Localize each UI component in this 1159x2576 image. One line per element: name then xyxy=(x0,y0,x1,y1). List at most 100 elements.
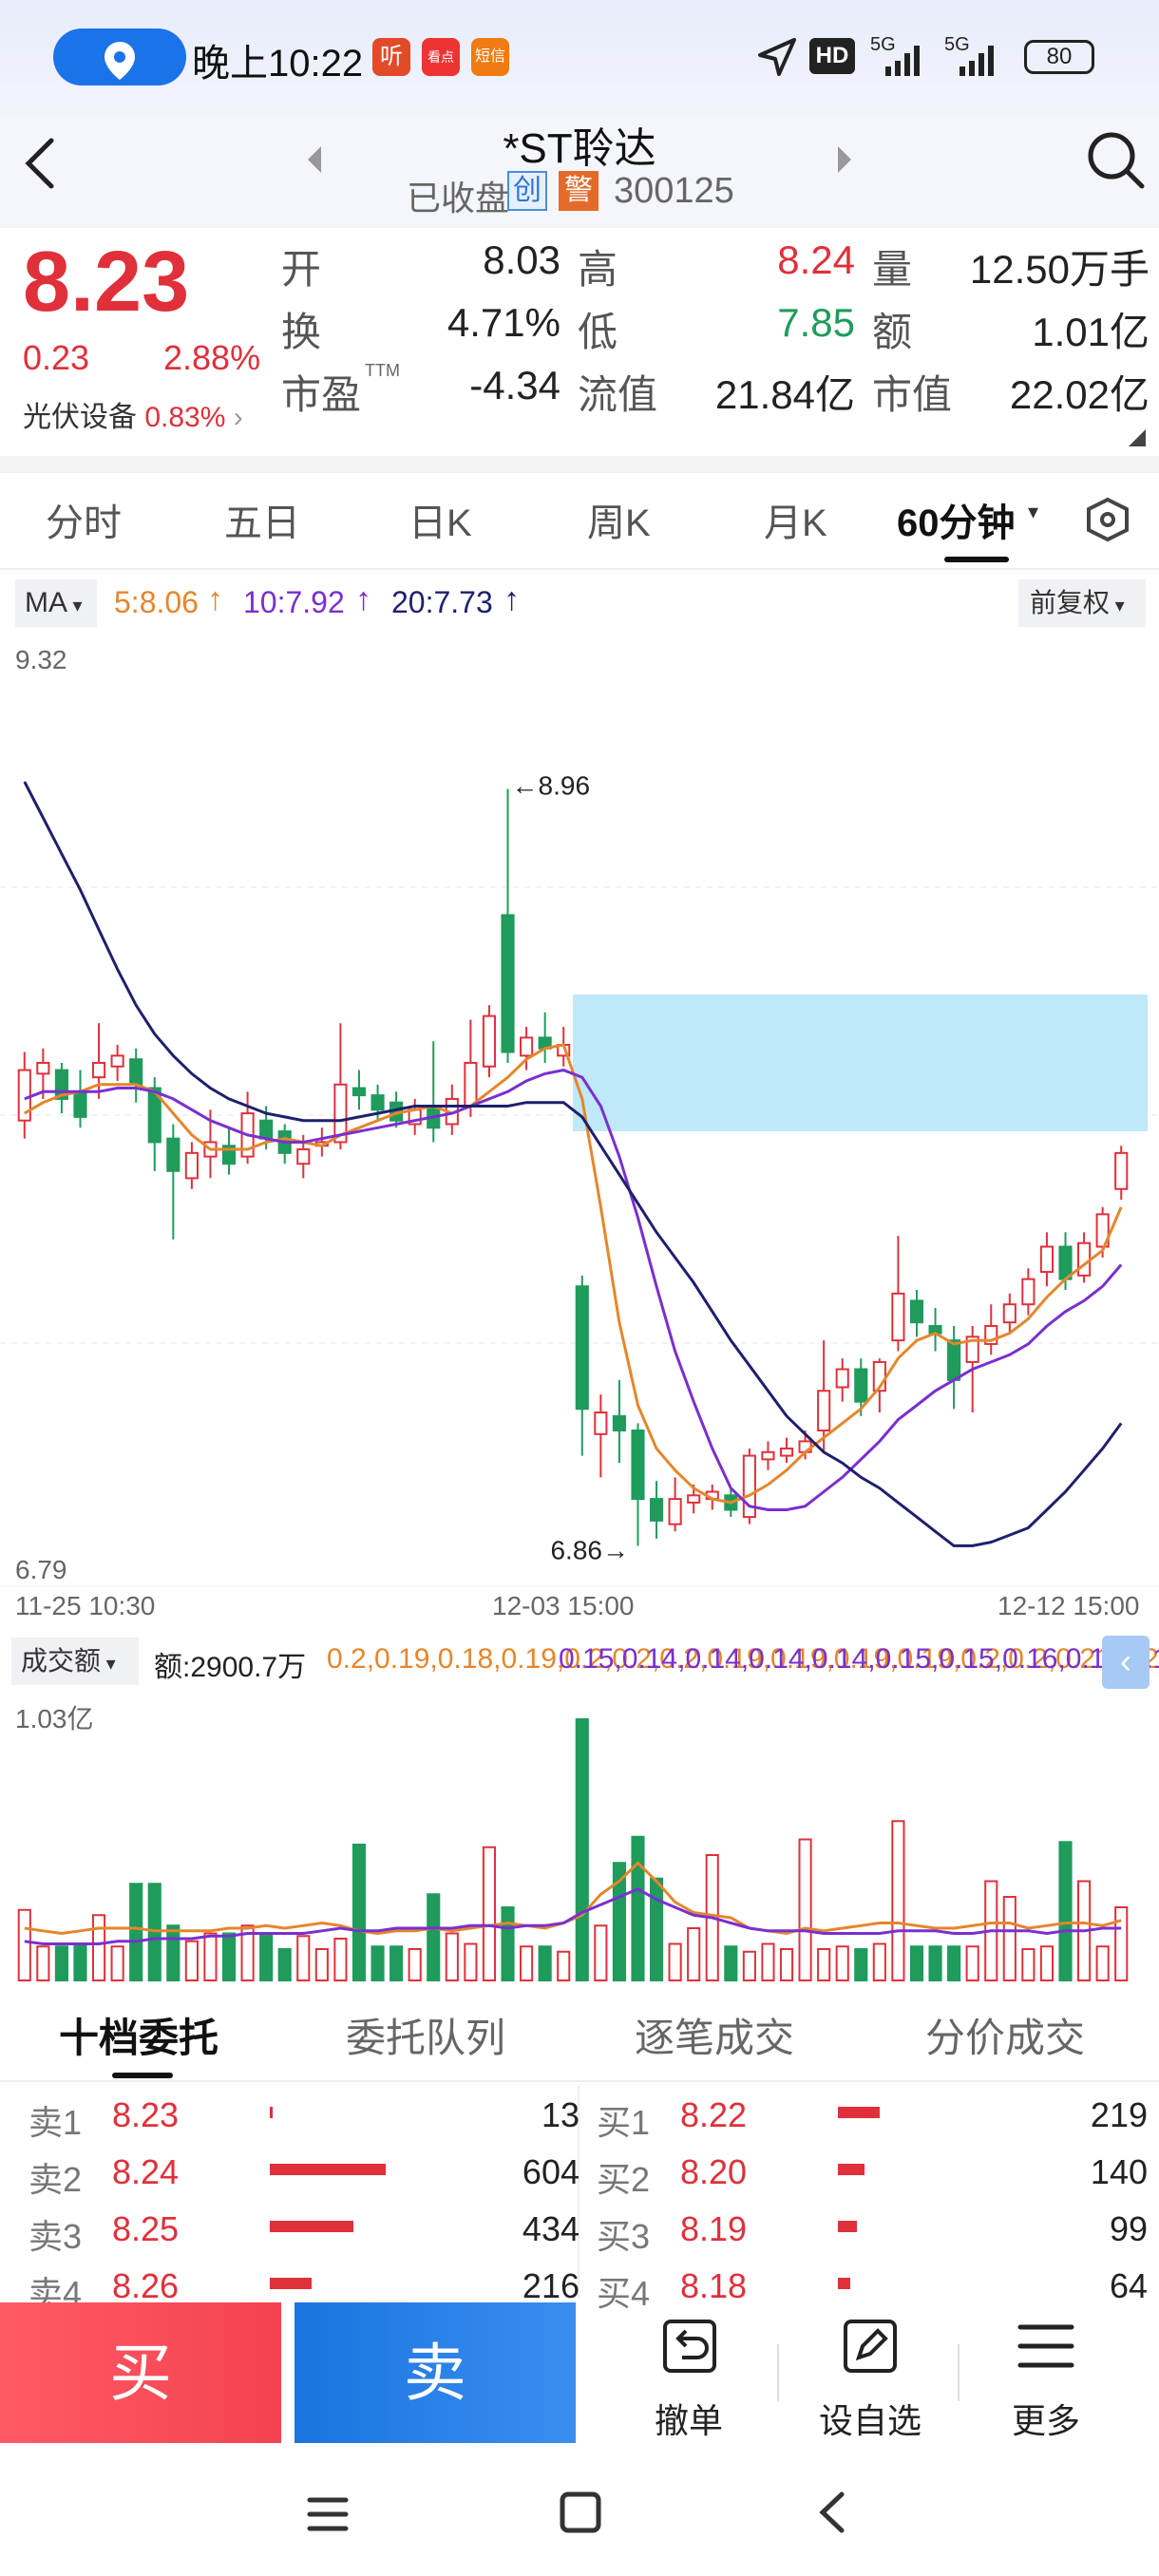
buy-volume-bar xyxy=(838,2221,857,2232)
volume-bar xyxy=(445,1932,459,1981)
volume-bar xyxy=(909,1945,924,1981)
ma10-up-arrow-icon: ↑ xyxy=(355,581,371,617)
ma20-up-arrow-icon: ↑ xyxy=(504,581,520,617)
volume-bar xyxy=(817,1948,831,1981)
candle xyxy=(1039,1232,1054,1287)
home-icon[interactable] xyxy=(557,2489,604,2536)
signal-icon-1 xyxy=(885,46,920,76)
sell-button[interactable]: 卖 xyxy=(294,2302,576,2443)
volume-bar xyxy=(520,1945,534,1981)
stock-header: *ST聆达 已收盘 创 警 300125 xyxy=(0,114,1159,228)
volume-ma5: 0.2,0.19,0.18,0.19,0.2,0.2,0.2,0.19,0.19… xyxy=(327,1643,1159,1675)
volume-bar xyxy=(482,1846,497,1981)
candle xyxy=(54,1062,68,1114)
buy-row-1: 买2 8.20 140 xyxy=(597,2143,1157,2200)
ma10-value: 10:7.92 xyxy=(243,585,345,619)
tab-5[interactable]: 60分钟 xyxy=(897,502,1016,544)
candle xyxy=(947,1325,961,1410)
edit-icon xyxy=(844,2320,897,2373)
sell-label: 卖2 xyxy=(28,2160,83,2199)
add-watchlist-button[interactable]: 设自选 xyxy=(785,2318,956,2441)
candle xyxy=(1114,1146,1129,1201)
candle-body xyxy=(1114,1151,1129,1190)
indicator-select[interactable]: MA ▾ xyxy=(15,579,97,627)
buy-label: 买3 xyxy=(597,2217,651,2256)
tab-0[interactable]: 分时 xyxy=(46,502,122,544)
tab-3[interactable]: 周K xyxy=(587,502,651,544)
buy-button[interactable]: 买 xyxy=(0,2302,281,2443)
candle-body xyxy=(296,1148,311,1165)
candlestick-chart[interactable]: 9.32 6.79 ←8.96 6.86→ 11-25 10:30 12-03 15:00… xyxy=(0,638,1159,1626)
quote-value-0-3: 12.50万手 xyxy=(969,247,1150,292)
recents-icon[interactable] xyxy=(304,2491,352,2538)
volume-bar xyxy=(73,1942,87,1981)
sell-volume-bar xyxy=(270,2278,312,2289)
high-price-marker: ←8.96 xyxy=(512,771,591,801)
candle xyxy=(1021,1268,1036,1316)
orderbook-tab-1[interactable]: 委托队列 xyxy=(346,2016,506,2060)
candle xyxy=(333,1023,348,1150)
volume-bar xyxy=(612,1862,626,1981)
cancel-order-button[interactable]: 撤单 xyxy=(608,2318,770,2441)
cancel-order-label: 撤单 xyxy=(654,2401,723,2440)
candle-body xyxy=(184,1151,199,1180)
volume-bar xyxy=(110,1945,124,1981)
adjust-select[interactable]: 前复权 ▾ xyxy=(1018,579,1146,627)
stock-code: 300125 xyxy=(614,171,734,211)
orderbook-tab-2[interactable]: 逐笔成交 xyxy=(635,2016,795,2060)
volume-bar xyxy=(184,1940,199,1981)
volume-bar xyxy=(296,1935,311,1981)
buy-label: 买1 xyxy=(597,2103,651,2142)
candle xyxy=(742,1448,756,1525)
volume-bar xyxy=(928,1945,942,1981)
orderbook-tab-0[interactable]: 十档委托 xyxy=(59,2016,219,2060)
volume-bar xyxy=(1058,1841,1073,1981)
volume-chart[interactable] xyxy=(0,1691,1159,1985)
x-label-end: 12-12 15:00 xyxy=(998,1591,1139,1620)
sector-link[interactable]: 光伏设备 0.83% › xyxy=(23,393,243,435)
volume-ma5-line xyxy=(24,1861,1122,1936)
tab-dropdown-icon[interactable]: ▾ xyxy=(1028,500,1039,523)
back-icon[interactable] xyxy=(17,133,65,190)
tab-2[interactable]: 日K xyxy=(408,502,472,544)
volume-max-label: 1.03亿 xyxy=(15,1704,94,1733)
more-button[interactable]: 更多 xyxy=(965,2318,1127,2441)
tab-4[interactable]: 月K xyxy=(764,502,827,544)
candle-body xyxy=(259,1119,274,1140)
volume-bar xyxy=(575,1718,589,1981)
expand-corner-icon[interactable] xyxy=(1127,427,1148,448)
stock-title: *ST聆达 xyxy=(503,125,656,172)
divider xyxy=(0,456,1159,473)
next-stock-icon[interactable] xyxy=(830,141,859,179)
orderbook-tab-3[interactable]: 分价成交 xyxy=(925,2016,1086,2060)
volume-bar xyxy=(538,1945,552,1981)
chart-settings-icon[interactable] xyxy=(1081,496,1134,543)
candle xyxy=(408,1098,422,1135)
sell-volume-bar xyxy=(270,2221,353,2232)
volume-indicator-select[interactable]: 成交额 ▾ xyxy=(11,1638,139,1685)
navigation-arrow-icon xyxy=(758,38,796,76)
y-min-label: 6.79 xyxy=(15,1555,67,1584)
candle xyxy=(575,1275,589,1456)
back-nav-icon[interactable] xyxy=(809,2489,857,2536)
search-icon[interactable] xyxy=(1083,127,1150,194)
sell-volume-bar xyxy=(270,2107,273,2118)
volume-bar xyxy=(649,1877,664,1981)
collapse-panel-icon[interactable]: ‹ xyxy=(1102,1636,1150,1689)
candle xyxy=(631,1423,645,1546)
quote-value-1-2: 7.85 xyxy=(777,300,855,345)
sell-label: 卖1 xyxy=(28,2103,83,2142)
volume-bar xyxy=(240,1924,255,1981)
ttm-superscript: TTM xyxy=(365,361,400,380)
location-pill[interactable] xyxy=(53,28,186,85)
volume-bar xyxy=(464,1942,478,1981)
candle-body xyxy=(91,1061,106,1079)
volume-amount: 额:2900.7万 xyxy=(154,1652,307,1683)
volume-bar xyxy=(1095,1945,1110,1981)
volume-bar xyxy=(742,1950,756,1981)
volume-bar xyxy=(965,1945,979,1981)
candle xyxy=(352,1070,367,1110)
candle xyxy=(501,788,515,1063)
prev-stock-icon[interactable] xyxy=(300,141,329,179)
tab-1[interactable]: 五日 xyxy=(224,502,300,544)
